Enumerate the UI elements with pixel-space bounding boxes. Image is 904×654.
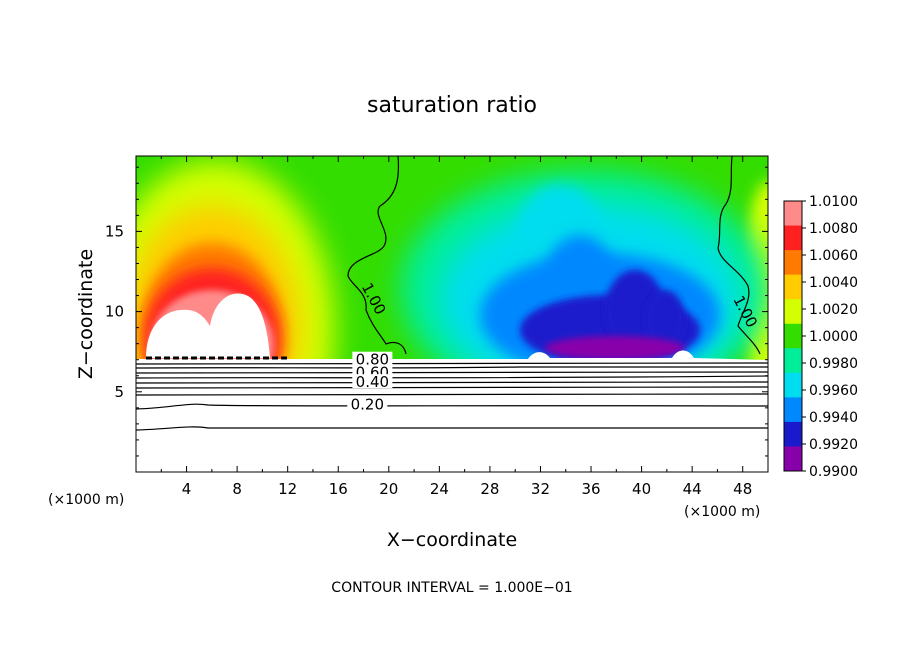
contour-label-bg [347, 396, 388, 411]
y-tick-label: 5 [114, 383, 124, 401]
chart-title: saturation ratio [367, 93, 537, 118]
y-axis-label: Z−coordinate [75, 249, 97, 379]
contour-line-2 [717, 156, 761, 355]
x-tick-label: 16 [329, 480, 348, 498]
contour-line-5 [136, 371, 768, 374]
contour-label: 0.20 [351, 396, 384, 414]
colorbar-segment [784, 250, 802, 276]
colorbar-label: 0.9920 [809, 437, 858, 453]
colorbar-label: 0.9940 [809, 410, 858, 426]
contour-label: 0.80 [356, 351, 389, 369]
colorbar-label: 1.0040 [809, 275, 858, 291]
colorbar-segment [784, 372, 802, 398]
y-axis-ticks: 5 10 15 [105, 166, 768, 457]
colorbar-label: 0.9900 [809, 464, 858, 480]
contour-line-9 [136, 393, 768, 396]
y-tick-label: 15 [105, 222, 124, 240]
x-tick-label: 20 [379, 480, 398, 498]
lower-blank-region [136, 350, 768, 472]
x-tick-label: 32 [531, 480, 550, 498]
contour-line-3 [136, 362, 768, 365]
contour-label-bg [352, 374, 393, 389]
cool-purple [545, 336, 685, 360]
x-tick-label: 48 [733, 480, 752, 498]
contour-line-4 [136, 366, 768, 369]
contour-label-bg [352, 351, 393, 366]
contour-line-1 [347, 156, 407, 355]
contour-line-10 [136, 403, 768, 410]
x-tick-label: 28 [480, 480, 499, 498]
colorbar-label: 1.0060 [809, 248, 858, 264]
x-axis-label: X−coordinate [387, 529, 517, 551]
x-tick-label: 44 [683, 480, 702, 498]
cool-dark-3 [645, 290, 685, 350]
x-axis-ticks: 4 8 12 16 20 24 28 32 36 40 44 48 [160, 156, 752, 498]
colorbar-segment [784, 225, 802, 251]
colorbar-label: 0.9980 [809, 356, 858, 372]
colorbar-label: 0.9960 [809, 383, 858, 399]
colorbar-label: 1.0080 [809, 221, 858, 237]
saturation-field [136, 156, 768, 472]
x-tick-label: 40 [632, 480, 651, 498]
colorbar: 1.0100 1.0080 1.0060 1.0040 1.0020 1.0000 0.99… [783, 194, 858, 480]
x-tick-label: 36 [581, 480, 600, 498]
contour-line-11 [136, 426, 768, 431]
x-unit-left: (×1000 m) [48, 492, 124, 508]
x-tick-label: 8 [232, 480, 242, 498]
colorbar-segment [784, 446, 802, 472]
colorbar-segment [784, 323, 802, 349]
colorbar-label: 1.0000 [809, 329, 858, 345]
colorbar-segment [784, 274, 802, 300]
colorbar-segment [784, 397, 802, 423]
cloud-region [146, 293, 270, 358]
contour-line-6 [136, 375, 768, 379]
contour-interval-note: CONTOUR INTERVAL = 1.000E−01 [331, 580, 572, 596]
y-tick-label: 10 [105, 303, 124, 321]
contour-line-7 [136, 381, 768, 384]
colorbar-segment [784, 299, 802, 325]
plot-frame [135, 155, 769, 473]
x-tick-label: 24 [430, 480, 449, 498]
contour-line-8 [136, 386, 768, 389]
colorbar-segment [784, 201, 802, 227]
x-tick-label: 12 [278, 480, 297, 498]
x-unit-right: (×1000 m) [684, 504, 760, 520]
colorbar-segment [784, 348, 802, 374]
colorbar-label: 1.0020 [809, 302, 858, 318]
contour-label: 0.40 [356, 373, 389, 391]
colorbar-label: 1.0100 [809, 194, 858, 210]
x-tick-label: 4 [182, 480, 192, 498]
colorbar-segment [784, 421, 802, 447]
